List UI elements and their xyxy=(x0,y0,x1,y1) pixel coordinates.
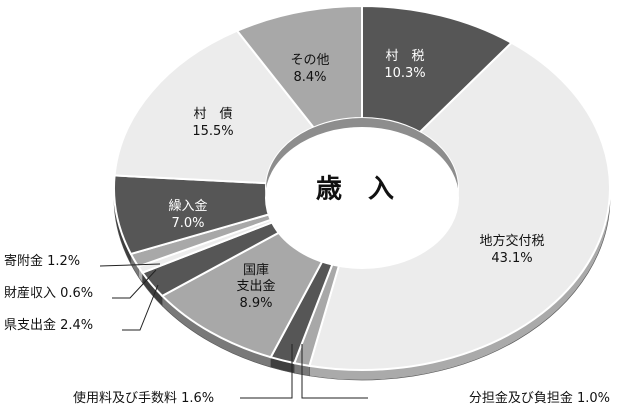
slice-value-murazei: 10.3% xyxy=(384,66,425,81)
slice-label-kokko-shishutsukin: 国庫支出金 xyxy=(236,263,275,294)
slice-value-sonsai: 15.5% xyxy=(192,124,233,139)
slice-value-chiho-kofuzei: 43.1% xyxy=(491,251,532,266)
slice-value-kokko-shishutsukin: 8.9% xyxy=(239,296,272,311)
slice-label-buntankin-futankin: 分担金及び負担金 1.0% xyxy=(469,390,610,406)
slice-label-kifukin: 寄附金 1.2% xyxy=(4,253,80,269)
slice-value-kurirekin: 7.0% xyxy=(171,216,204,231)
slice-label-murazei: 村 税 xyxy=(385,49,424,64)
leader-line-buntankin-futankin xyxy=(301,344,368,399)
leader-line-zaisan-shunyu xyxy=(112,269,157,299)
leader-line-kifukin xyxy=(99,263,161,267)
slice-label-shiyoryo-tesuryo: 使用料及び手数料 1.6% xyxy=(73,390,214,406)
slice-label-sonsai: 村 債 xyxy=(193,107,232,122)
slice-value-sonota: 8.4% xyxy=(293,70,326,85)
leader-line-shiyoryo-tesuryo xyxy=(240,344,293,399)
donut-hole xyxy=(265,127,459,269)
slice-label-ken-shishutsukin: 県支出金 2.4% xyxy=(4,317,93,333)
leader-line-ken-shishutsukin xyxy=(122,284,159,331)
slice-label-chiho-kofuzei: 地方交付税 xyxy=(479,233,544,249)
slice-label-sonota: その他 xyxy=(290,53,329,68)
slice-label-zaisan-shunyu: 財産収入 0.6% xyxy=(4,285,93,301)
slice-label-kurirekin: 繰入金 xyxy=(168,198,207,214)
chart-title: 歳 入 xyxy=(316,175,394,205)
